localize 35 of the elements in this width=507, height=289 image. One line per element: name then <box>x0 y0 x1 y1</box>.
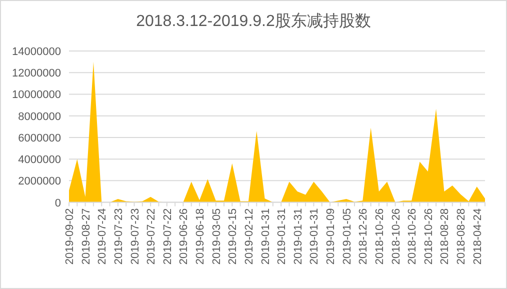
x-tick-label: 2019-07-23 <box>112 208 125 265</box>
y-tick-label: 12000000 <box>12 68 61 80</box>
x-tick-label: 2019-07-24 <box>96 208 109 265</box>
x-tick-label: 2019-01-05 <box>341 208 354 265</box>
x-tick-label: 2019-09-02 <box>64 208 76 265</box>
x-tick-label: 2019-06-26 <box>178 208 190 265</box>
x-tick-label: 2018-04-24 <box>472 208 484 265</box>
y-tick-label: 4000000 <box>18 154 61 166</box>
x-tick-label: 2018-10-26 <box>422 208 435 265</box>
x-tick-label: 2019-01-31 <box>276 208 288 265</box>
y-tick-label: 0 <box>54 197 61 210</box>
x-tick-label: 2019-08-27 <box>80 208 92 265</box>
x-tick-label: 2019-01-31 <box>292 208 304 265</box>
x-tick-label: 2019-06-18 <box>194 208 207 265</box>
x-tick-label: 2018-12-26 <box>358 208 370 265</box>
x-tick-label: 2018-08-28 <box>456 208 468 265</box>
x-tick-label: 2019-07-22 <box>162 208 174 265</box>
x-tick-label: 2018-10-26 <box>374 208 386 265</box>
x-tick-label: 2018-10-26 <box>406 208 419 265</box>
x-tick-label: 2019-02-12 <box>243 208 256 265</box>
y-tick-label: 8000000 <box>18 110 61 123</box>
x-tick-label: 2019-02-15 <box>227 208 240 265</box>
y-tick-label: 2000000 <box>18 176 61 188</box>
x-tick-label: 2018-08-28 <box>439 208 452 265</box>
y-tick-label: 10000000 <box>12 89 61 102</box>
y-tick-label: 14000000 <box>12 46 61 58</box>
x-tick-label: 2019-07-23 <box>129 208 142 265</box>
x-tick-label: 2019-01-31 <box>308 208 321 265</box>
x-tick-label: 2019-03-05 <box>210 208 223 265</box>
x-tick-label: 2019-07-22 <box>146 208 158 265</box>
x-tick-label: 2019-01-09 <box>325 208 338 265</box>
x-tick-label: 2019-01-31 <box>260 208 272 265</box>
y-tick-label: 6000000 <box>18 132 61 144</box>
x-tick-label: 2018-10-26 <box>390 208 402 265</box>
chart-title: 2018.3.12-2019.9.2股东减持股数 <box>136 12 371 30</box>
